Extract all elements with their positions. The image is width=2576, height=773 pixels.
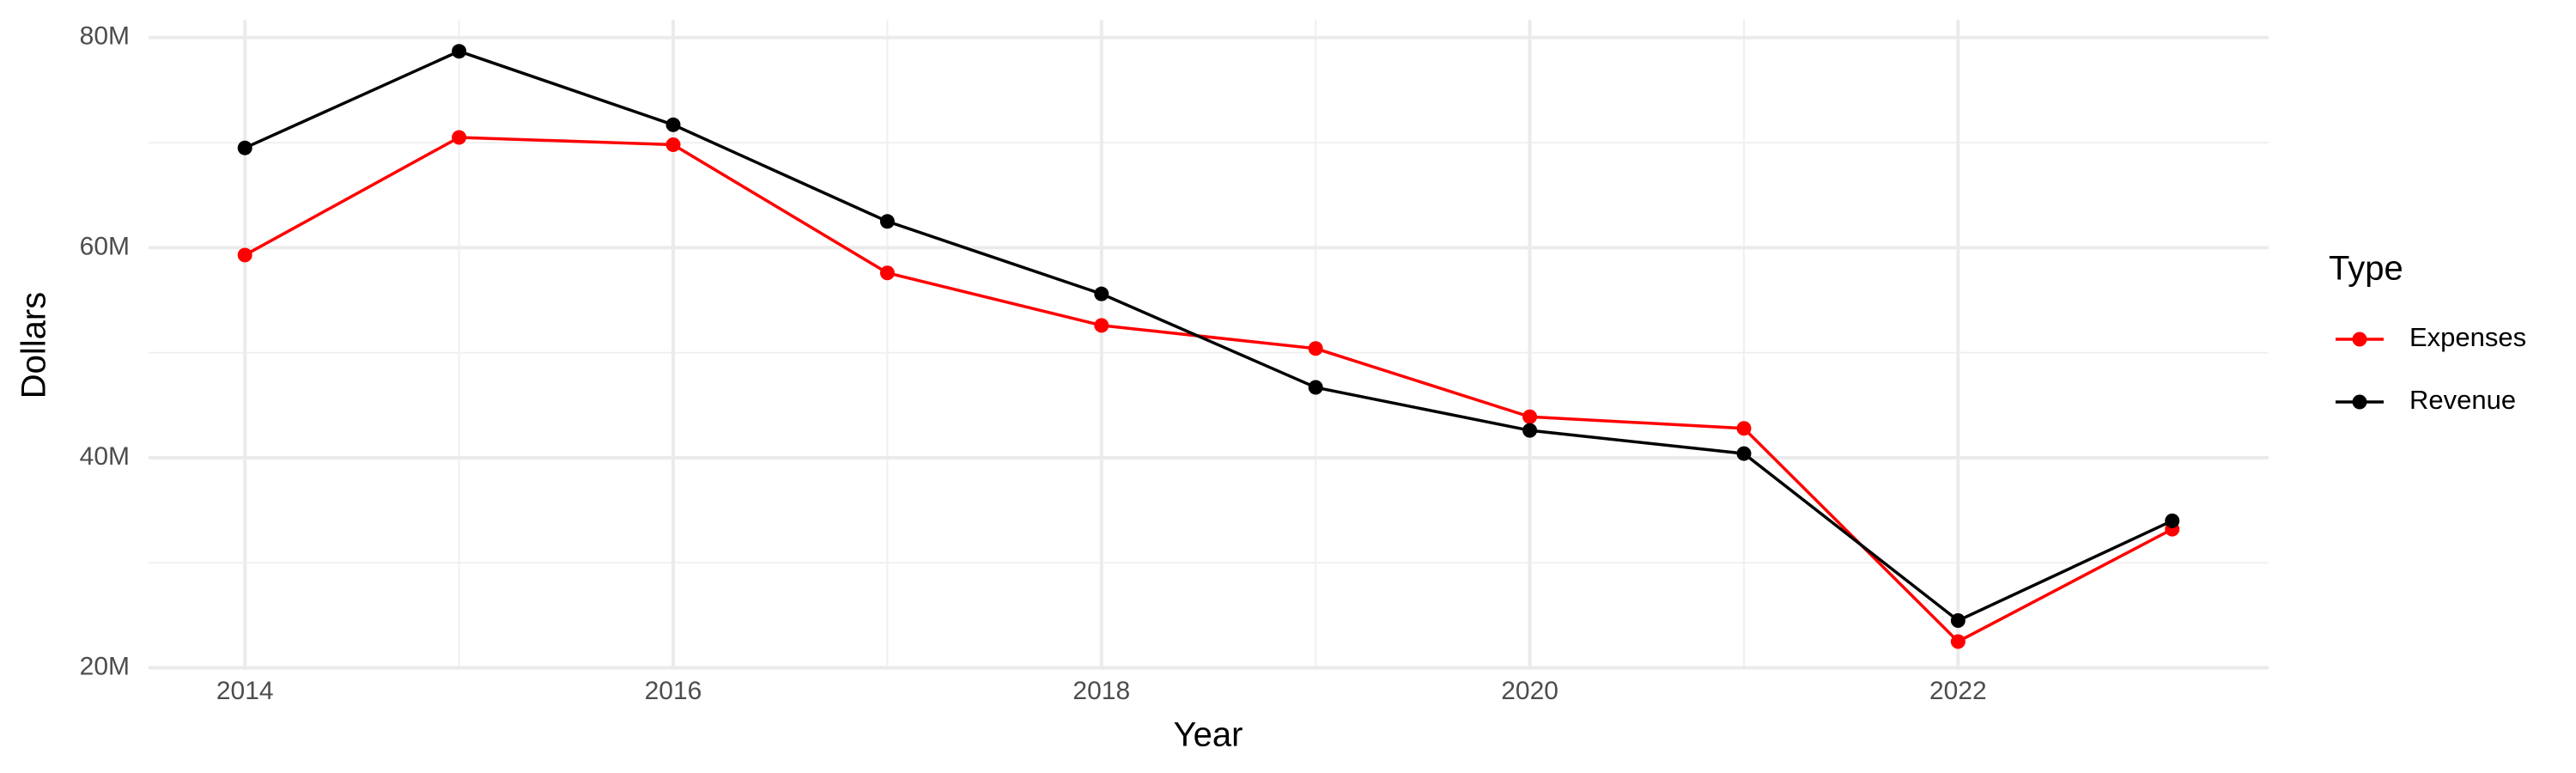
- data-point: [1950, 634, 1965, 649]
- data-point: [879, 214, 895, 229]
- y-tick-label: 60M: [80, 232, 130, 260]
- legend-label: Expenses: [2409, 322, 2526, 352]
- data-point: [2165, 513, 2180, 528]
- y-tick-label: 80M: [80, 22, 130, 51]
- data-point: [665, 137, 681, 153]
- series-line: [244, 136, 2173, 644]
- x-tick-label: 2018: [1072, 677, 1130, 705]
- legend-label: Revenue: [2409, 385, 2516, 415]
- x-tick-label: 2014: [216, 677, 274, 705]
- legend-marker: [2352, 332, 2367, 347]
- data-point: [452, 44, 467, 59]
- data-point: [1736, 421, 1752, 436]
- data-point: [1950, 613, 1965, 629]
- x-tick-label: 2016: [645, 677, 702, 705]
- data-point: [452, 130, 467, 145]
- x-tick-label: 2020: [1501, 677, 1558, 705]
- data-point: [879, 265, 895, 281]
- y-tick-label: 40M: [80, 442, 130, 471]
- data-point: [1308, 341, 1323, 356]
- data-point: [665, 117, 681, 132]
- data-point: [1522, 423, 1538, 438]
- data-point: [1094, 318, 1109, 333]
- legend-title: Type: [2329, 250, 2403, 288]
- x-axis-title: Year: [1174, 716, 1243, 754]
- series-line: [244, 49, 2173, 623]
- data-point: [1308, 380, 1323, 395]
- legend-marker: [2352, 394, 2367, 410]
- data-point: [237, 247, 252, 263]
- y-tick-label: 20M: [80, 652, 130, 680]
- data-point: [1522, 409, 1538, 424]
- data-point: [1094, 286, 1109, 301]
- data-point: [1736, 446, 1752, 461]
- data-point: [237, 140, 252, 155]
- x-tick-label: 2022: [1929, 677, 1987, 705]
- y-axis-title: Dollars: [15, 292, 53, 399]
